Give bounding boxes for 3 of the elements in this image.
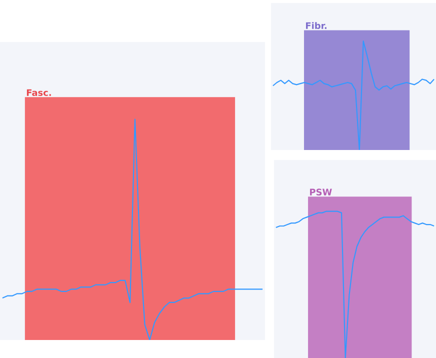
- text: Fasc.: [26, 89, 51, 96]
- text: Fibr.: [306, 22, 326, 30]
- text: PSW: [310, 188, 332, 196]
